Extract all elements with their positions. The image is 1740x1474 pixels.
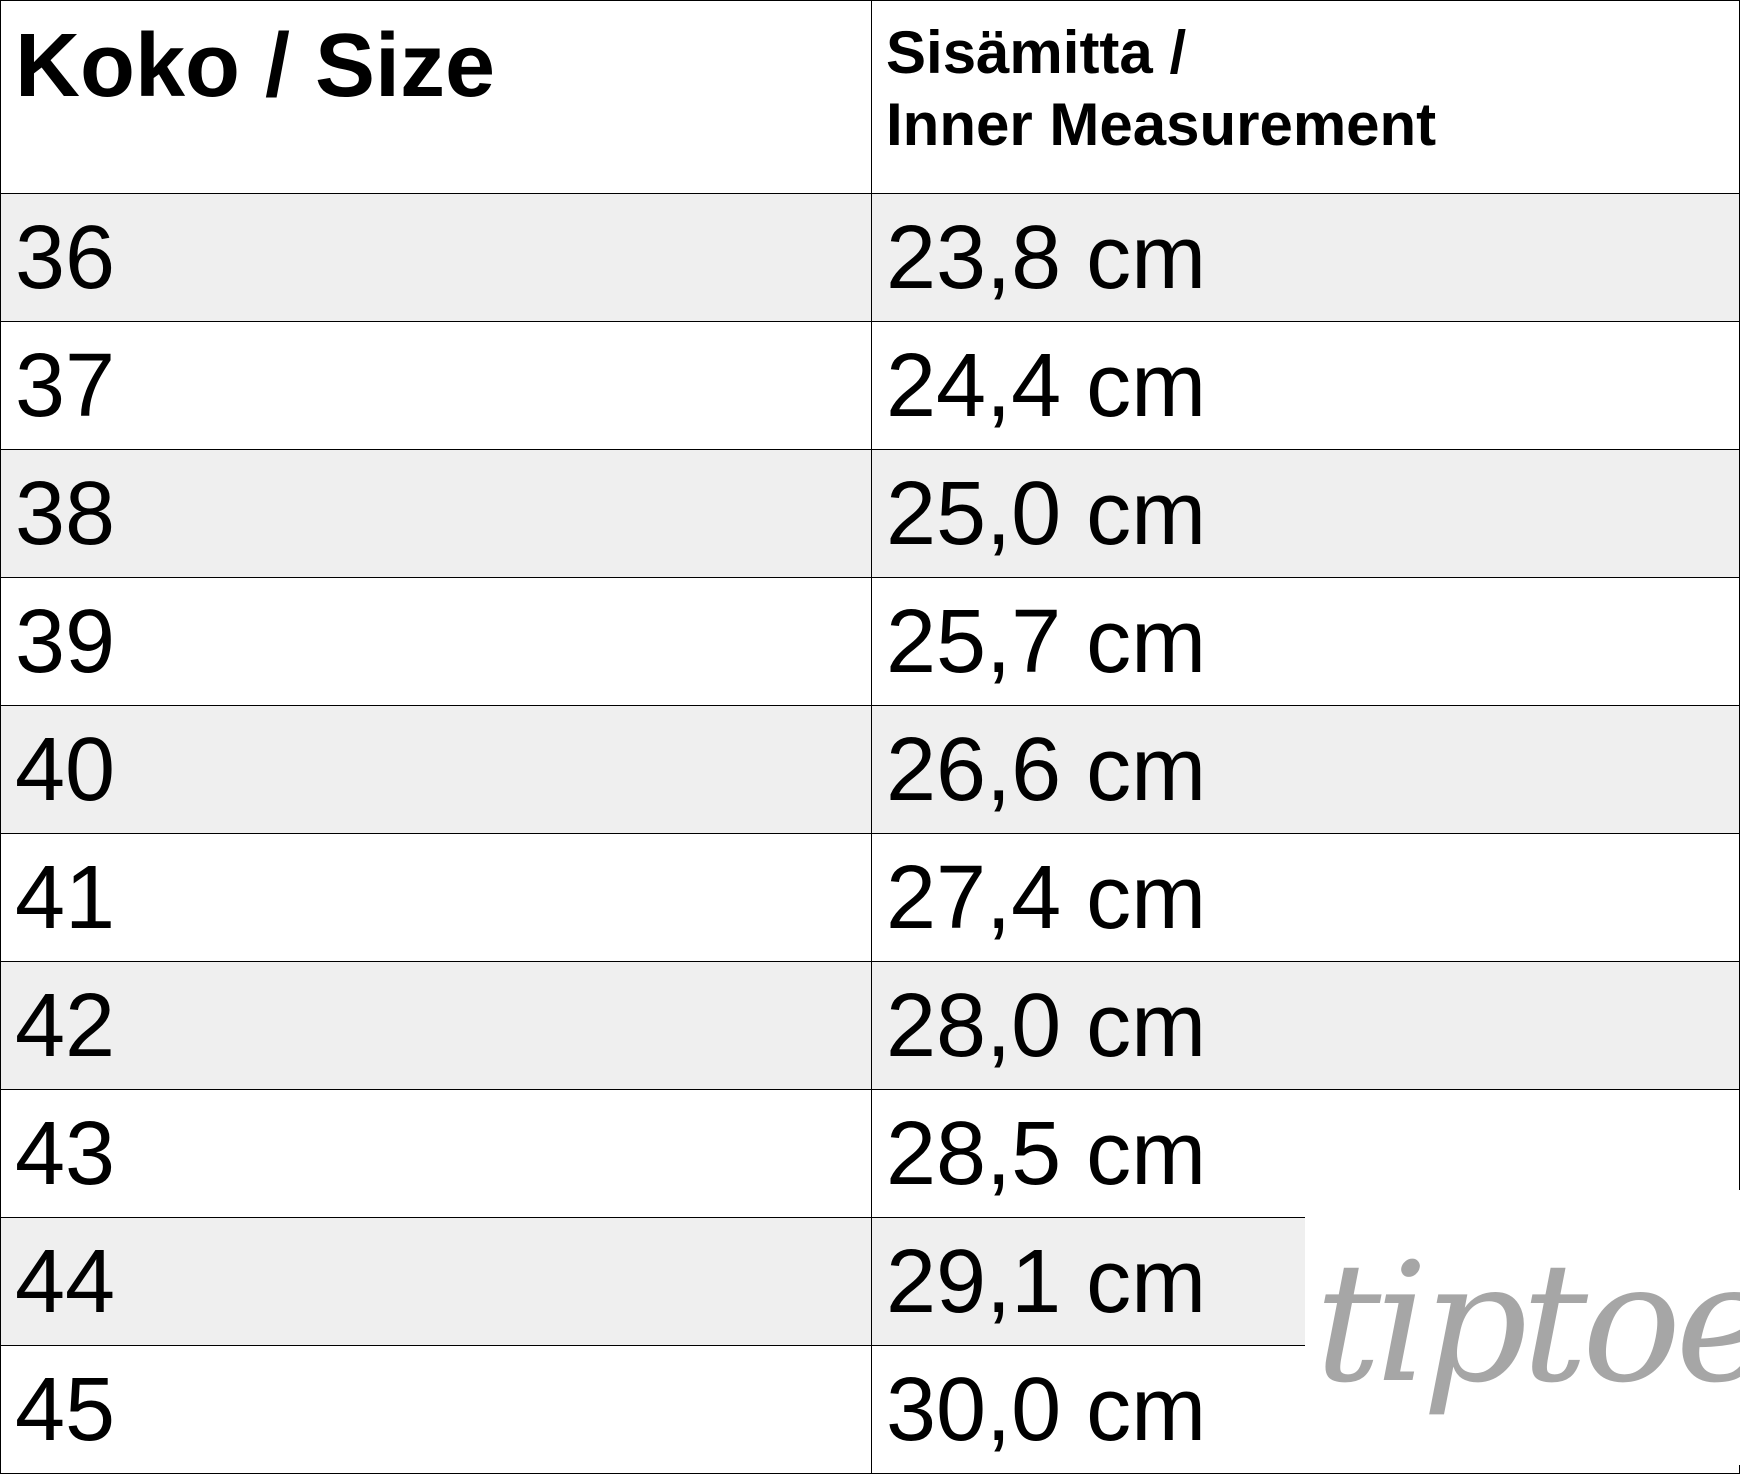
measurement-cell: 25,0 cm (871, 449, 1740, 578)
tiptoe-logo: tiptoe (1305, 1190, 1740, 1465)
table-row: 37 24,4 cm (0, 321, 1740, 450)
measurement-cell: 28,0 cm (871, 961, 1740, 1090)
size-cell: 37 (0, 321, 872, 450)
measurement-cell: 27,4 cm (871, 833, 1740, 962)
logo-wordmark: tiptoe (1315, 1227, 1740, 1419)
size-cell: 42 (0, 961, 872, 1090)
table-row: 39 25,7 cm (0, 577, 1740, 706)
table-row: 40 26,6 cm (0, 705, 1740, 834)
size-cell: 44 (0, 1217, 872, 1346)
table-row: 38 25,0 cm (0, 449, 1740, 578)
table-row: 42 28,0 cm (0, 961, 1740, 1090)
size-cell: 43 (0, 1089, 872, 1218)
svg-text:tiptoe: tiptoe (1315, 1227, 1740, 1419)
header-row: Koko / Size Sisämitta / Inner Measuremen… (0, 0, 1740, 194)
table-row: 41 27,4 cm (0, 833, 1740, 962)
size-cell: 41 (0, 833, 872, 962)
size-cell: 39 (0, 577, 872, 706)
table-row: 36 23,8 cm (0, 193, 1740, 322)
measurement-cell: 26,6 cm (871, 705, 1740, 834)
measurement-header-line2: Inner Measurement (886, 91, 1437, 158)
size-cell: 40 (0, 705, 872, 834)
size-cell: 45 (0, 1345, 872, 1474)
measurement-cell: 24,4 cm (871, 321, 1740, 450)
size-cell: 38 (0, 449, 872, 578)
measurement-cell: 25,7 cm (871, 577, 1740, 706)
measurement-column-header: Sisämitta / Inner Measurement (871, 0, 1740, 194)
measurement-cell: 23,8 cm (871, 193, 1740, 322)
measurement-header-line1: Sisämitta / (886, 19, 1187, 86)
size-cell: 36 (0, 193, 872, 322)
size-column-header: Koko / Size (0, 0, 872, 194)
table-row: 43 28,5 cm (0, 1089, 1740, 1218)
